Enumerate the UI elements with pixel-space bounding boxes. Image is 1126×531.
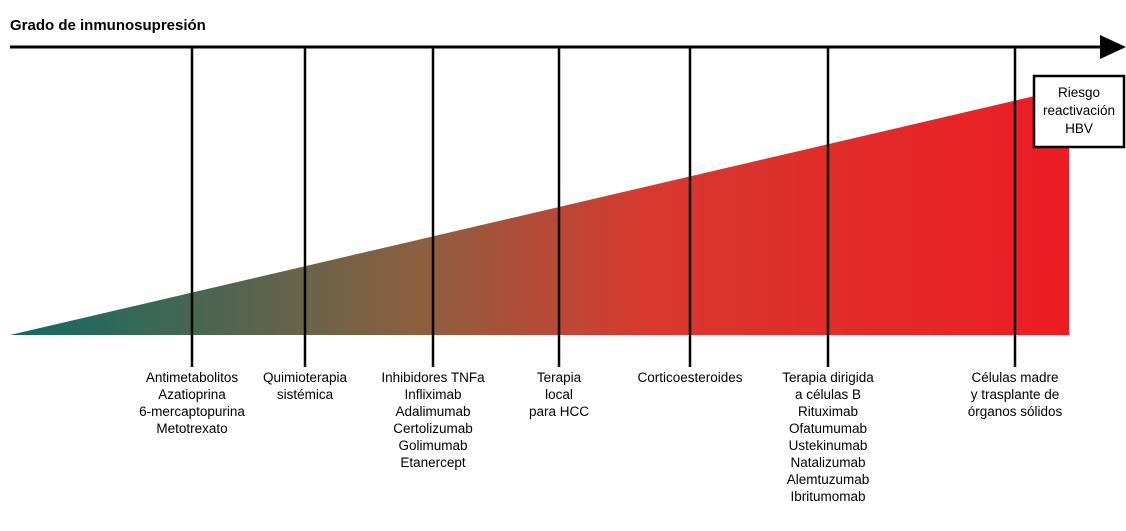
category-label-line: Alemtuzumab: [787, 472, 870, 487]
risk-box-line: HBV: [1065, 121, 1093, 136]
category-label-corticoesteroides: Corticoesteroides: [637, 370, 742, 385]
category-label-line: Terapia dirigida: [782, 370, 874, 385]
category-label-line: Natalizumab: [790, 455, 865, 470]
category-label-line: Células madre: [971, 370, 1058, 385]
category-label-line: Terapia: [537, 370, 582, 385]
category-label-line: local: [545, 387, 573, 402]
diagram-title: Grado de inmunosupresión: [10, 17, 206, 34]
category-label-line: Rituximab: [798, 404, 858, 419]
risk-box: Riesgo reactivación HBV: [1032, 74, 1126, 149]
category-label-line: Azatioprina: [158, 387, 226, 402]
category-label-line: Adalimumab: [395, 404, 470, 419]
category-label-antimetabolitos: Antimetabolitos Azatioprina 6-mercaptopuri…: [139, 370, 245, 436]
category-labels: Antimetabolitos Azatioprina 6-mercaptopuri…: [139, 370, 1062, 504]
risk-box-label: Riesgo reactivación HBV: [1043, 85, 1115, 136]
risk-box-line: Riesgo: [1058, 85, 1100, 100]
category-label-line: Etanercept: [400, 455, 466, 470]
category-label-quimioterapia: Quimioterapia sistémica: [263, 370, 348, 402]
category-label-line: Metotrexato: [156, 421, 227, 436]
category-label-celulas-b: Terapia dirigida a células B Rituximab Ofat…: [782, 370, 874, 504]
category-label-terapia-local: Terapia local para HCC: [529, 370, 589, 419]
category-label-line: Ofatumumab: [789, 421, 867, 436]
risk-box-frame: [1032, 74, 1126, 149]
category-label-line: 6-mercaptopurina: [139, 404, 245, 419]
category-label-trasplante: Células madre y trasplante de órganos sóli…: [968, 370, 1063, 419]
category-label-line: Corticoesteroides: [637, 370, 742, 385]
category-label-line: Infliximab: [404, 387, 461, 402]
axis-arrowhead: [1100, 35, 1126, 59]
category-label-line: y trasplante de: [971, 387, 1060, 402]
category-label-line: Antimetabolitos: [146, 370, 239, 385]
category-label-line: Quimioterapia: [263, 370, 348, 385]
category-label-tnfa: Inhibidores TNFa Infliximab Adalimumab Cert…: [381, 370, 485, 470]
category-label-line: a células B: [795, 387, 861, 402]
category-label-line: Golimumab: [398, 438, 467, 453]
risk-gradient-triangle: [10, 88, 1069, 335]
category-ticks: [190, 47, 1017, 367]
category-label-line: sistémica: [277, 387, 334, 402]
category-label-line: Certolizumab: [393, 421, 473, 436]
risk-box-line: reactivación: [1043, 103, 1115, 118]
category-label-line: Inhibidores TNFa: [381, 370, 485, 385]
category-label-line: para HCC: [529, 404, 589, 419]
category-label-line: Ibritumomab: [790, 489, 865, 504]
category-label-line: órganos sólidos: [968, 404, 1063, 419]
category-label-line: Ustekinumab: [789, 438, 868, 453]
